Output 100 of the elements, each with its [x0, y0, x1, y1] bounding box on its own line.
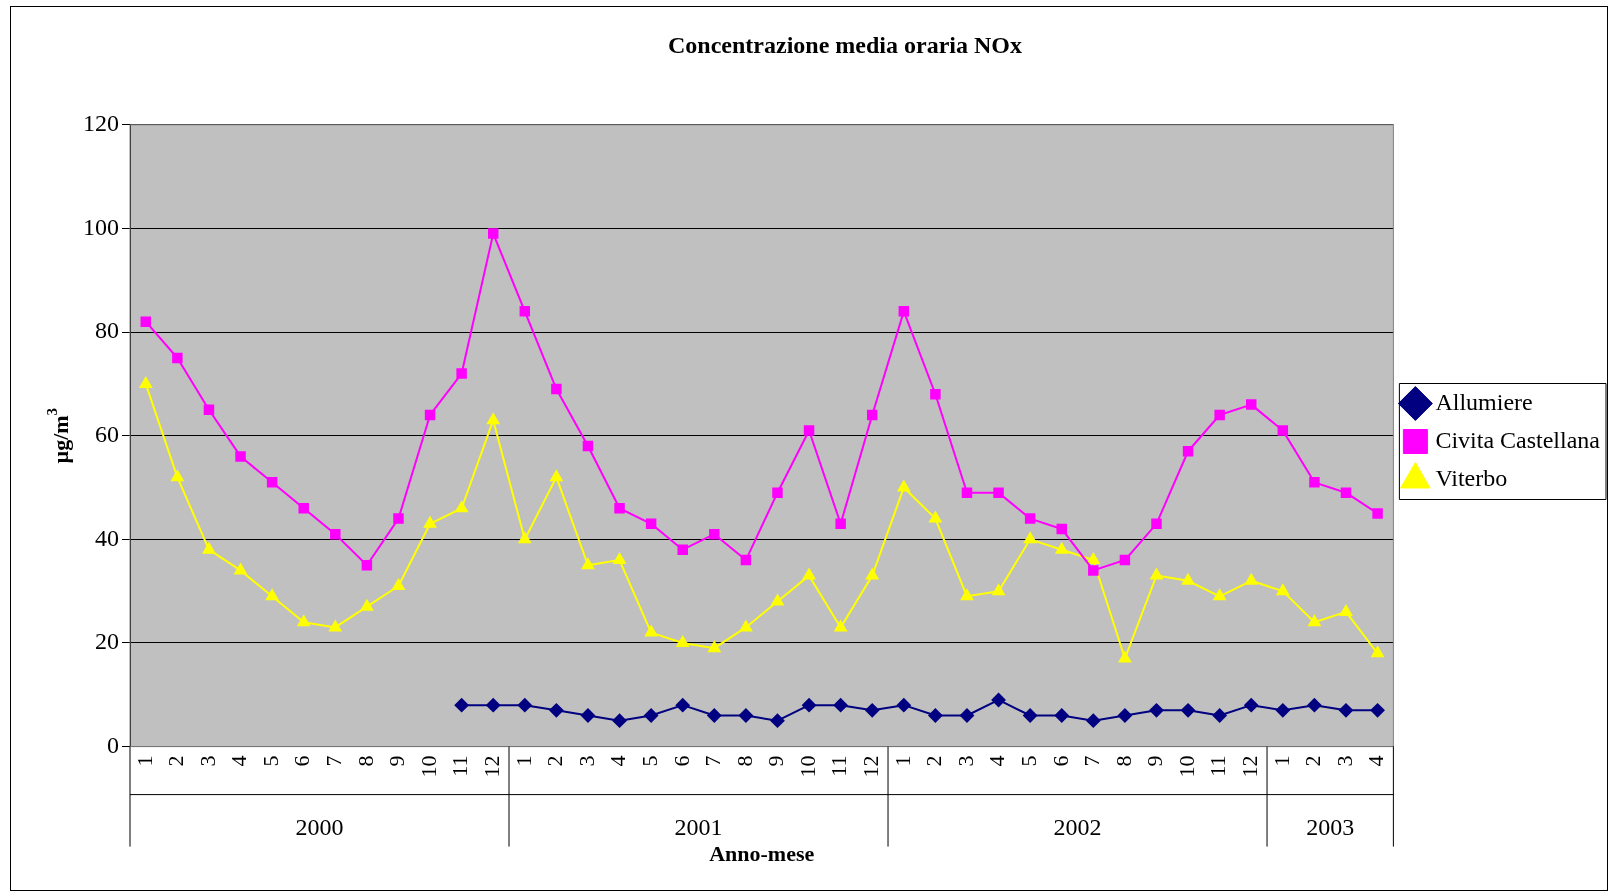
x-tick-label: 12 [479, 755, 504, 778]
point [1370, 703, 1385, 718]
point [707, 708, 722, 723]
point [1181, 703, 1196, 718]
point [645, 518, 657, 530]
x-tick-label: 4 [226, 755, 252, 767]
x-tick-label: 6 [668, 755, 694, 767]
point [423, 516, 437, 528]
point [739, 620, 753, 632]
x-tick-label: 2 [1300, 755, 1326, 767]
y-axis-title: µg/m3 [43, 407, 73, 464]
legend-label: Viterbo [1435, 464, 1508, 491]
x-tick-label: 9 [384, 755, 410, 767]
point [709, 528, 720, 540]
x-tick-label: 2 [163, 755, 189, 767]
y-tick-label: 40 [95, 524, 119, 551]
point [993, 487, 1004, 498]
point [961, 487, 973, 498]
x-tick-label: 5 [257, 755, 283, 767]
point [550, 470, 563, 482]
point [392, 578, 405, 590]
point [330, 528, 341, 540]
x-tick-label: 2 [542, 755, 568, 767]
x-tick-label: 10 [1173, 755, 1199, 778]
x-tick-label: 6 [289, 755, 315, 767]
point [1309, 477, 1320, 488]
point [770, 713, 785, 728]
point [1151, 518, 1162, 530]
point [1181, 573, 1195, 585]
point [833, 698, 848, 713]
point [772, 487, 783, 498]
x-axis-title: Anno-mese [709, 841, 815, 867]
point [517, 698, 532, 713]
x-tick-label: 7 [700, 755, 726, 767]
point [1307, 698, 1322, 713]
y-tick-label: 0 [107, 731, 119, 758]
point [1024, 513, 1036, 524]
legend-label: Allumiere [1435, 388, 1533, 415]
x-tick-label: 6 [1047, 755, 1073, 767]
x-tick-label: 7 [321, 755, 347, 767]
point [1212, 708, 1227, 723]
point [235, 451, 246, 462]
point [1086, 713, 1101, 728]
point [677, 544, 688, 555]
point [959, 708, 974, 723]
point [1214, 409, 1225, 421]
x-tick-label: 8 [731, 755, 757, 767]
x-tick-label: 3 [573, 755, 599, 767]
point [644, 625, 658, 637]
point [802, 568, 816, 580]
point [928, 708, 943, 723]
x-tick-label: 4 [605, 755, 631, 767]
x-tick-label: 10 [794, 755, 820, 778]
x-tick-label: 11 [826, 755, 852, 777]
point [614, 503, 625, 514]
point [866, 568, 879, 580]
point [740, 554, 752, 566]
point [676, 635, 689, 647]
point [1149, 703, 1164, 718]
point [1275, 703, 1290, 718]
y-tick-label: 120 [83, 110, 119, 137]
point [329, 620, 342, 632]
point [960, 589, 974, 601]
point [1244, 698, 1259, 713]
point [361, 560, 373, 571]
point [1023, 532, 1037, 544]
legend-label: Civita Castellana [1435, 426, 1601, 453]
point [1339, 604, 1353, 616]
point [1087, 553, 1100, 565]
point [612, 713, 627, 728]
text: 2000 [295, 813, 344, 840]
point [803, 425, 815, 436]
point [172, 352, 183, 364]
x-tick-label: 12 [1237, 755, 1263, 778]
point [644, 708, 659, 723]
point [1339, 703, 1353, 718]
text: 2003 [1306, 813, 1355, 840]
point [139, 376, 152, 388]
point [549, 703, 564, 718]
point [1372, 508, 1383, 519]
x-tick-label: 4 [984, 755, 1010, 767]
x-tick-label: 8 [352, 755, 378, 767]
point [1340, 487, 1352, 498]
point [896, 698, 911, 713]
x-tick-label: 3 [194, 755, 220, 767]
point [234, 563, 247, 575]
point [613, 553, 626, 565]
point [518, 532, 531, 544]
point [992, 584, 1005, 596]
x-tick-label: 1 [889, 755, 915, 767]
point [708, 641, 721, 653]
point [455, 501, 468, 513]
x-tick-label: 9 [1142, 755, 1168, 767]
point [1182, 446, 1194, 457]
y-tick-label: 60 [95, 421, 119, 447]
point [580, 708, 595, 723]
point [802, 698, 817, 713]
point [171, 470, 184, 482]
x-tick-label: 1 [1268, 755, 1294, 767]
point [393, 513, 404, 524]
